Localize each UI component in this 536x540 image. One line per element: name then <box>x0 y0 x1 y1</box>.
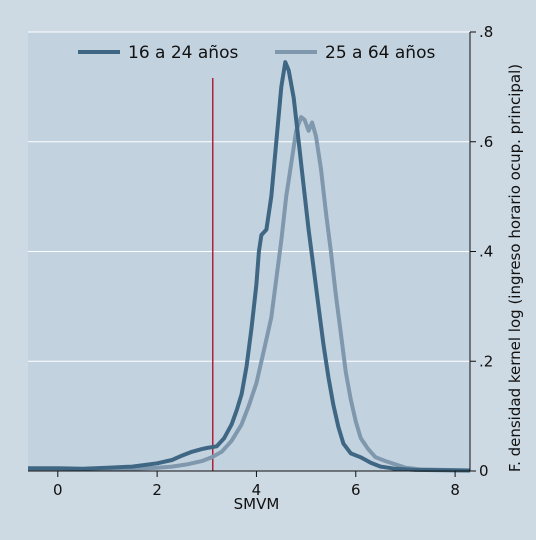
y-axis-title: F. densidad kernel log (ingreso horario … <box>506 64 524 472</box>
x-tick-label: 2 <box>152 481 162 499</box>
x-axis-title: SMVM <box>234 495 280 513</box>
y-tick-label: .6 <box>479 133 493 151</box>
x-tick-label: 6 <box>351 481 361 499</box>
x-tick-label: 8 <box>450 481 460 499</box>
legend: 16 a 24 años 25 a 64 años <box>78 43 435 63</box>
legend-label: 16 a 24 años <box>128 43 238 63</box>
y-tick-label: .4 <box>479 243 493 261</box>
x-tick-label: 4 <box>252 481 262 499</box>
x-tick-label: 0 <box>53 481 63 499</box>
axis-layer: 0 .2 .4 .6 .8 0 2 4 6 8 <box>28 23 493 499</box>
legend-label: 25 a 64 años <box>325 43 435 63</box>
series-layer <box>28 60 471 473</box>
series-line <box>28 60 471 473</box>
y-tick-label: 0 <box>479 462 489 480</box>
y-tick-label: .8 <box>479 23 493 41</box>
y-tick-label: .2 <box>479 352 493 370</box>
